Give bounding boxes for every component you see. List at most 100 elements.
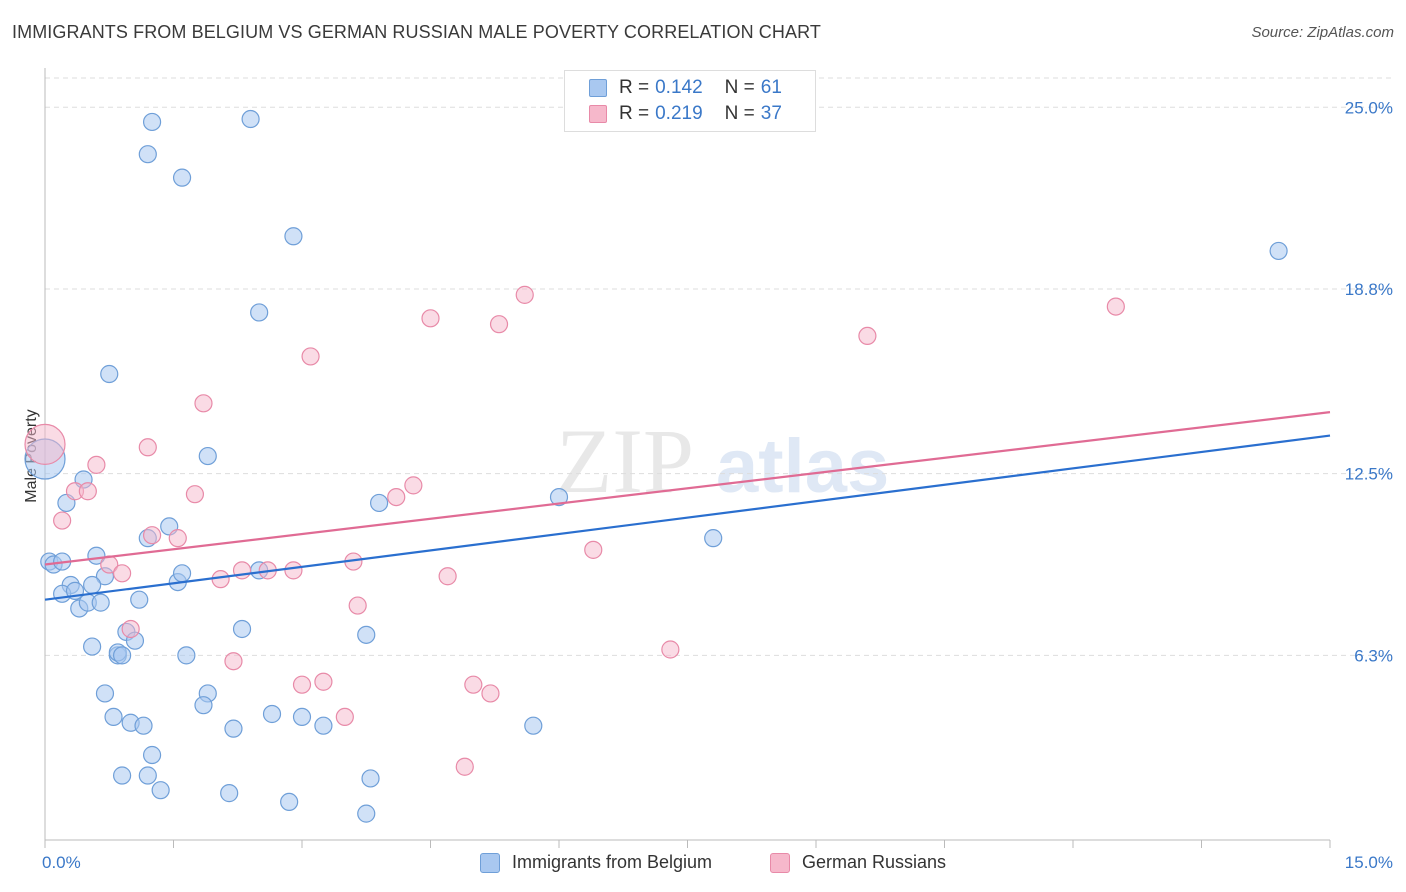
data-point-belgium: [549, 488, 569, 507]
y-tick-label: 25.0%: [1345, 98, 1393, 117]
data-point-belgium: [224, 719, 243, 738]
y-tick-label: 18.8%: [1345, 280, 1393, 299]
legend-r-label: R =: [619, 103, 650, 124]
data-point-german-russians: [292, 675, 312, 694]
legend-swatch-belgium: [480, 852, 500, 873]
x-tick-label: 15.0%: [1345, 853, 1393, 872]
data-point-belgium: [361, 769, 380, 788]
legend-r-label: R =: [619, 77, 650, 98]
data-point-belgium: [83, 575, 102, 595]
data-point-belgium: [134, 716, 153, 735]
legend-row-german-russians: R = 0.219 N = 37: [589, 101, 782, 127]
data-point-belgium: [91, 593, 110, 612]
data-point-belgium: [250, 303, 269, 322]
data-point-german-russians: [438, 567, 457, 586]
data-point-german-russians: [112, 564, 132, 583]
data-point-belgium: [704, 529, 723, 548]
data-point-german-russians: [455, 757, 474, 776]
data-point-belgium: [138, 145, 157, 164]
source-credit: Source: ZipAtlas.com: [1251, 24, 1394, 41]
data-point-german-russians: [314, 672, 333, 691]
data-point-german-russians: [142, 526, 162, 545]
data-point-german-russians: [858, 326, 877, 346]
data-point-belgium: [172, 564, 192, 583]
data-point-german-russians: [515, 285, 534, 304]
legend-r-value: 0.142: [655, 77, 703, 98]
data-point-belgium: [142, 745, 162, 765]
data-point-german-russians: [211, 570, 230, 589]
legend-swatch-belgium: [589, 79, 607, 97]
data-point-belgium: [172, 168, 192, 187]
data-point-belgium: [130, 590, 149, 609]
legend-n-label: N =: [724, 103, 755, 124]
data-point-belgium: [314, 716, 333, 735]
legend-item-german-russians[interactable]: German Russians: [770, 852, 946, 873]
data-point-belgium: [241, 109, 260, 129]
data-point-belgium: [292, 707, 312, 727]
data-point-german-russians: [348, 596, 367, 615]
data-point-german-russians: [481, 684, 500, 703]
zipatlas-watermark: ZIP atlas: [556, 410, 889, 512]
data-point-belgium: [83, 637, 102, 656]
data-point-belgium: [194, 696, 213, 715]
data-point-german-russians: [185, 485, 205, 504]
legend-item-belgium[interactable]: Immigrants from Belgium: [480, 852, 712, 873]
data-point-belgium: [232, 619, 252, 639]
data-point-german-russians: [387, 488, 406, 507]
data-point-belgium: [262, 704, 282, 724]
data-point-belgium: [112, 646, 132, 665]
data-point-german-russians: [87, 455, 106, 474]
data-point-german-russians: [78, 482, 97, 501]
data-point-belgium: [284, 227, 303, 246]
data-point-german-russians: [138, 438, 157, 457]
chart-title: IMMIGRANTS FROM BELGIUM VS GERMAN RUSSIA…: [12, 22, 821, 42]
data-point-belgium: [177, 646, 196, 665]
legend-label-german-russians: German Russians: [802, 852, 947, 872]
data-point-belgium: [1269, 241, 1288, 261]
data-point-german-russians: [224, 652, 243, 671]
data-point-belgium: [95, 684, 115, 703]
data-point-german-russians: [24, 423, 66, 465]
data-point-german-russians: [335, 707, 354, 727]
data-point-belgium: [357, 625, 376, 644]
data-point-german-russians: [404, 476, 423, 495]
data-point-belgium: [142, 112, 162, 132]
stats-legend: R = 0.142 N = 61 R = 0.219 N = 37: [564, 70, 816, 132]
y-tick-label: 6.3%: [1354, 646, 1393, 665]
data-point-german-russians: [168, 529, 187, 548]
data-point-belgium: [370, 493, 389, 513]
legend-n-label: N =: [724, 77, 755, 98]
data-point-german-russians: [284, 561, 303, 580]
trendline-belgium: [44, 434, 1331, 601]
data-point-german-russians: [194, 394, 213, 413]
data-point-belgium: [151, 781, 170, 800]
data-point-german-russians: [53, 511, 72, 530]
data-point-german-russians: [489, 315, 509, 334]
data-point-german-russians: [661, 640, 680, 659]
data-point-german-russians: [464, 675, 483, 694]
data-point-belgium: [100, 364, 119, 384]
trendline-german-russians: [44, 411, 1331, 566]
data-point-german-russians: [421, 309, 440, 328]
y-tick-label: 12.5%: [1345, 465, 1393, 484]
data-point-belgium: [220, 784, 239, 803]
data-point-belgium: [104, 707, 123, 727]
data-point-belgium: [524, 716, 543, 735]
legend-swatch-german-russians: [770, 852, 790, 873]
x-tick-label: 0.0%: [42, 853, 81, 872]
data-point-belgium: [357, 804, 376, 823]
data-point-belgium: [198, 446, 217, 466]
series-legend: Immigrants from Belgium German Russians: [0, 852, 1406, 878]
data-point-german-russians: [121, 619, 140, 639]
legend-r-value: 0.219: [655, 103, 703, 124]
legend-row-belgium: R = 0.142 N = 61: [589, 75, 782, 101]
data-point-belgium: [112, 766, 132, 785]
data-point-belgium: [138, 766, 157, 785]
data-point-german-russians: [301, 347, 320, 366]
data-point-belgium: [280, 792, 299, 812]
data-point-german-russians: [584, 540, 603, 559]
legend-n-value: 61: [760, 77, 782, 98]
data-point-german-russians: [1106, 297, 1125, 316]
legend-n-value: 37: [760, 103, 782, 124]
